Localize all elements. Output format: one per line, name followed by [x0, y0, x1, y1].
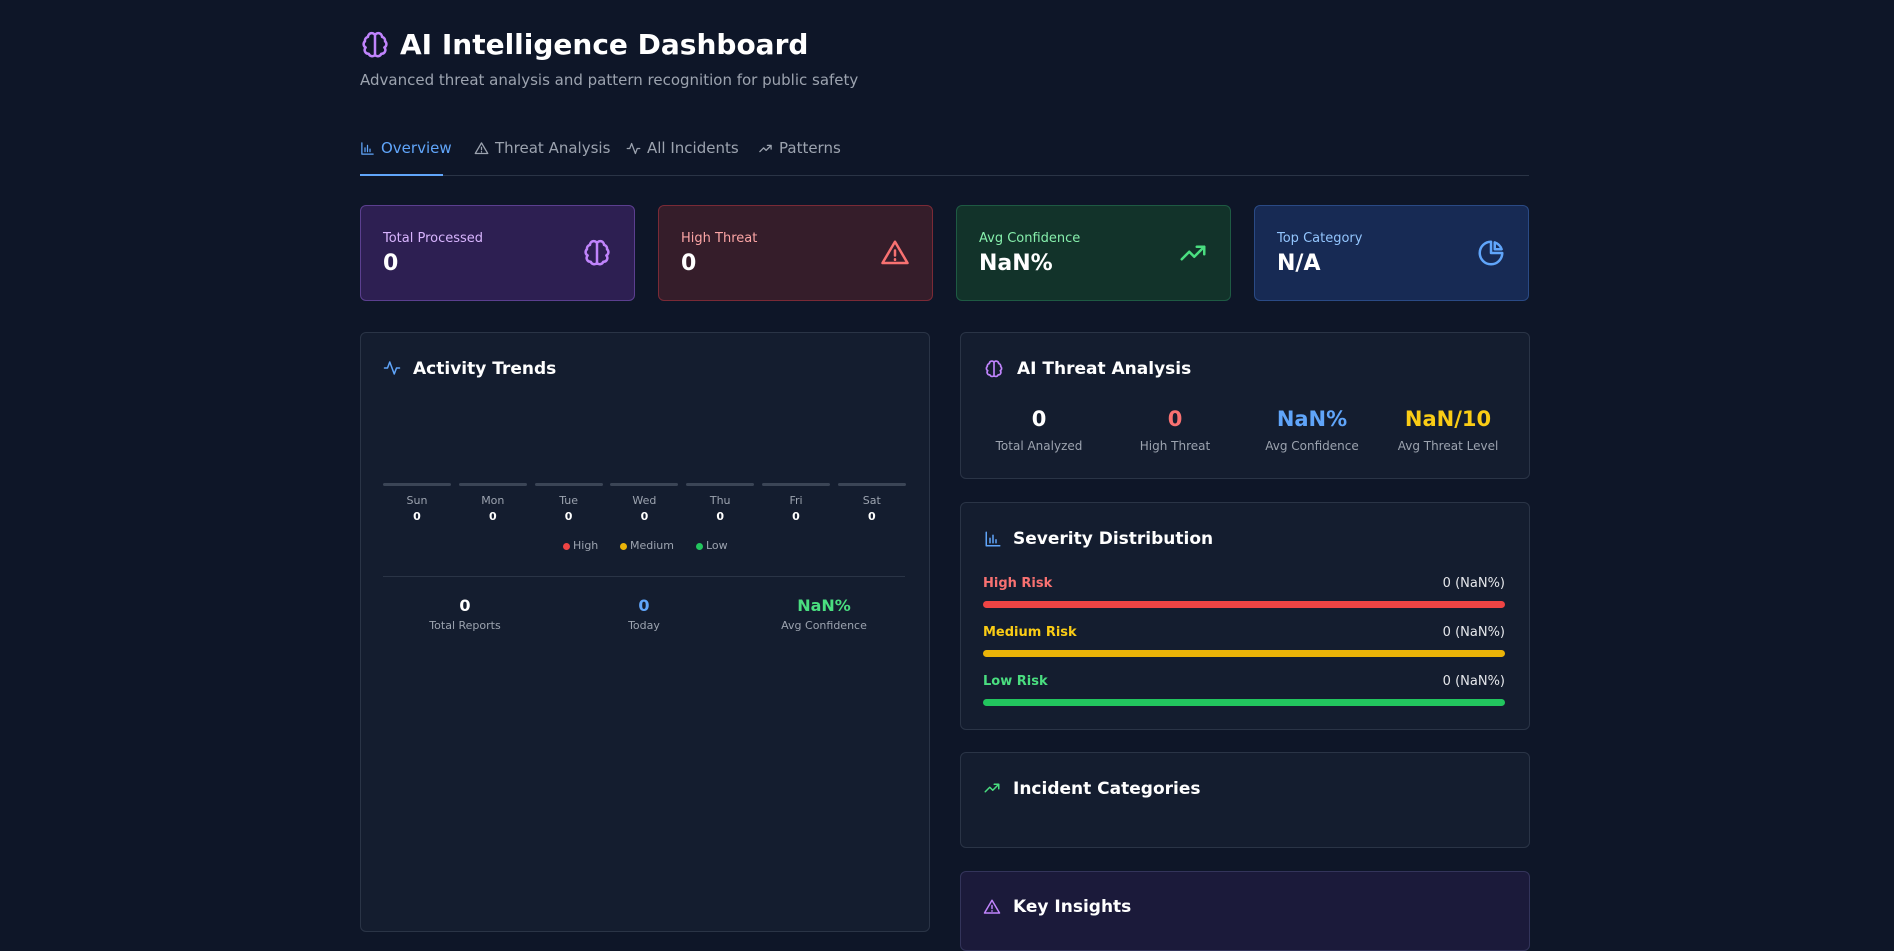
panel-title: Severity Distribution: [1013, 529, 1214, 549]
day-count: 0: [640, 510, 649, 523]
legend-label: Low: [706, 539, 728, 552]
risk-count: 0 (NaN%): [1442, 625, 1505, 640]
tab-icon: [626, 142, 641, 155]
metric-value: 0: [1031, 407, 1047, 431]
stat-icon: [584, 239, 610, 266]
tab[interactable]: Overview: [381, 139, 452, 157]
risk-count: 0 (NaN%): [1442, 674, 1505, 689]
panel-icon: [383, 361, 401, 375]
panel-icon: [985, 360, 1003, 378]
stat-card: [956, 205, 1231, 301]
tab-icon: [474, 142, 489, 155]
day-label: Thu: [709, 494, 731, 507]
day-bar: [534, 483, 603, 486]
day-count: 0: [564, 510, 573, 523]
stat-label: Total Processed: [383, 231, 484, 246]
summary-label: Today: [628, 619, 660, 632]
stat-value: 0: [383, 251, 399, 276]
day-bar: [762, 483, 830, 486]
day-count: 0: [867, 510, 876, 523]
panel-title: Incident Categories: [1013, 779, 1201, 799]
tab[interactable]: All Incidents: [647, 139, 739, 157]
summary-label: Avg Confidence: [781, 619, 867, 632]
day-bar: [610, 483, 679, 486]
panel-icon: [984, 783, 1000, 793]
activity-panel: [360, 332, 930, 932]
day-label: Sat: [862, 494, 881, 507]
metric-label: Avg Threat Level: [1397, 439, 1499, 453]
metric-value: NaN/10: [1404, 407, 1492, 431]
panel-title: Activity Trends: [413, 359, 557, 379]
day-label: Sun: [406, 494, 428, 507]
stat-value: 0: [681, 251, 697, 276]
day-bar: [837, 483, 906, 486]
day-label: Mon: [481, 494, 505, 507]
risk-bar: [983, 601, 1505, 608]
summary-value: 0: [638, 596, 650, 615]
risk-label: Low Risk: [983, 674, 1048, 689]
day-count: 0: [716, 510, 725, 523]
severity-panel: [960, 502, 1530, 730]
legend-dot: [563, 543, 570, 550]
stat-value: N/A: [1277, 251, 1321, 276]
summary-value: 0: [459, 596, 471, 615]
legend-label: High: [573, 539, 599, 552]
stat-icon: [1478, 240, 1504, 266]
panel-title: Key Insights: [1013, 897, 1132, 917]
day-label: Fri: [789, 494, 803, 507]
stat-card: [360, 205, 635, 301]
tab[interactable]: Threat Analysis: [495, 139, 611, 157]
categories-panel: [960, 752, 1530, 848]
dashboard: AI Intelligence Dashboard Advanced threa…: [360, 28, 1530, 951]
page-subtitle: Advanced threat analysis and pattern rec…: [360, 71, 859, 89]
threat-panel: [960, 332, 1530, 479]
day-count: 0: [792, 510, 800, 523]
summary-value: NaN%: [797, 596, 851, 615]
day-bar: [686, 483, 755, 486]
panel-icon: [983, 899, 1001, 914]
day-label: Tue: [559, 494, 578, 507]
divider: [383, 576, 905, 577]
stat-label: Avg Confidence: [979, 231, 1081, 246]
risk-bar: [983, 650, 1505, 657]
metric-value: NaN%: [1276, 407, 1348, 431]
metric-label: Avg Confidence: [1265, 439, 1359, 453]
tab-divider: [360, 175, 1529, 176]
day-count: 0: [413, 510, 421, 523]
legend-dot: [696, 543, 703, 550]
tab-icon: [759, 144, 772, 153]
brain-icon: [362, 31, 388, 58]
stat-label: High Threat: [681, 231, 758, 246]
day-bar: [383, 483, 451, 486]
active-tab-underline: [360, 174, 443, 176]
day-count: 0: [488, 510, 497, 523]
stat-icon: [1180, 245, 1206, 261]
risk-label: Medium Risk: [983, 625, 1077, 640]
tab-icon: [361, 142, 374, 155]
stat-label: Top Category: [1277, 231, 1363, 246]
metric-value: 0: [1167, 407, 1183, 431]
day-label: Wed: [632, 494, 657, 507]
stat-value: NaN%: [979, 251, 1053, 276]
risk-count: 0 (NaN%): [1442, 576, 1505, 591]
page: AI Intelligence Dashboard Advanced threa…: [360, 28, 1530, 951]
page-title: AI Intelligence Dashboard: [400, 28, 809, 61]
day-bar: [458, 483, 527, 486]
metric-label: High Threat: [1139, 439, 1211, 453]
tab[interactable]: Patterns: [779, 139, 841, 157]
risk-bar: [983, 699, 1505, 706]
stat-icon: [881, 240, 909, 265]
summary-label: Total Reports: [429, 619, 501, 632]
panel-title: AI Threat Analysis: [1017, 359, 1192, 379]
legend-label: Medium: [630, 539, 674, 552]
stat-card: [1254, 205, 1529, 301]
risk-label: High Risk: [983, 576, 1053, 591]
metric-label: Total Analyzed: [995, 439, 1083, 453]
panel-icon: [985, 531, 1001, 547]
legend-dot: [620, 543, 627, 550]
